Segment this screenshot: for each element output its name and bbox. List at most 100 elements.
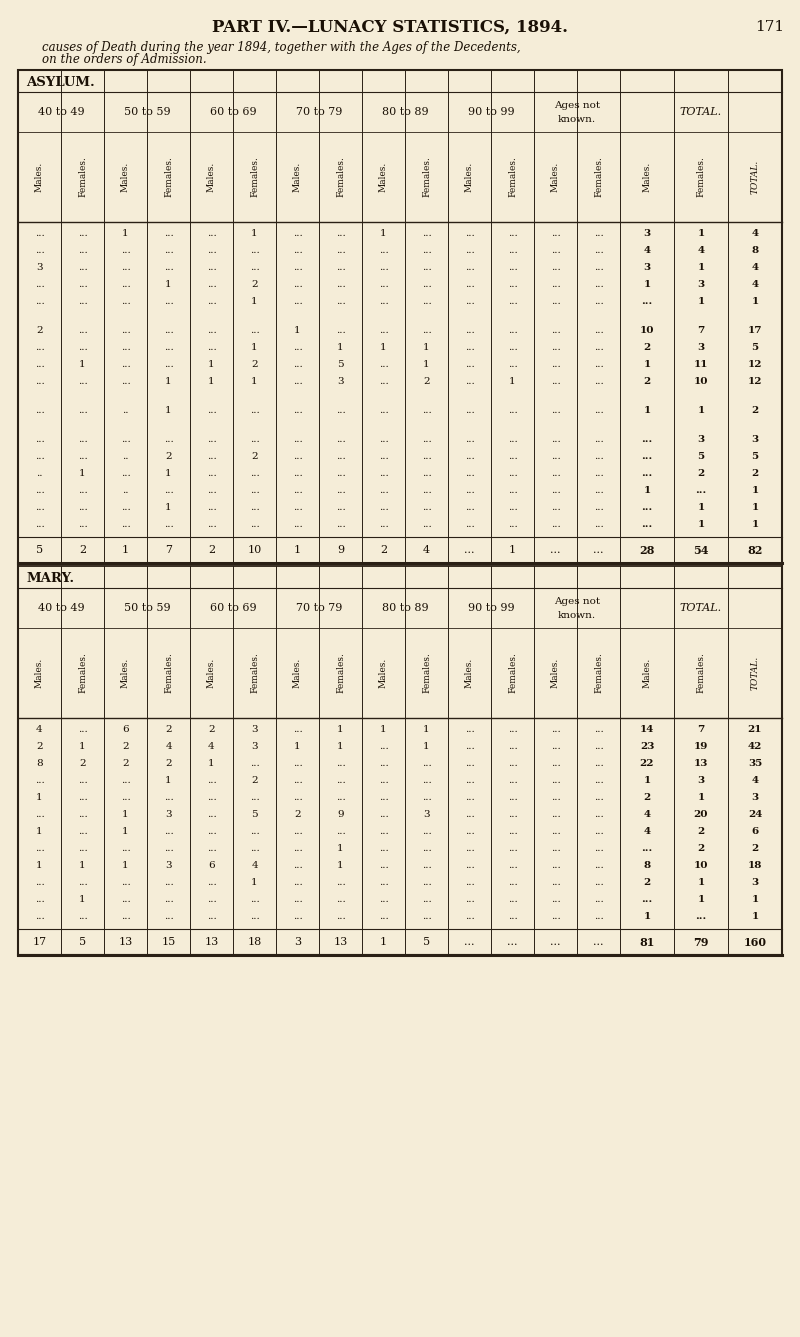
Text: 2: 2 bbox=[643, 793, 650, 802]
Text: ...: ... bbox=[378, 406, 388, 414]
Text: 15: 15 bbox=[162, 937, 176, 947]
Text: ...: ... bbox=[206, 793, 216, 802]
Text: ...: ... bbox=[78, 775, 87, 785]
Text: ...: ... bbox=[336, 793, 346, 802]
Text: 5: 5 bbox=[36, 545, 43, 555]
Text: 2: 2 bbox=[251, 360, 258, 369]
Text: ASYLUM.: ASYLUM. bbox=[26, 76, 94, 90]
Text: ...: ... bbox=[465, 406, 474, 414]
Text: 4: 4 bbox=[251, 861, 258, 870]
Text: ...: ... bbox=[293, 912, 302, 921]
Text: ...: ... bbox=[508, 725, 518, 734]
Text: 2: 2 bbox=[36, 326, 43, 336]
Text: ...: ... bbox=[34, 229, 44, 238]
Text: 1: 1 bbox=[698, 297, 705, 306]
Text: ...: ... bbox=[378, 279, 388, 289]
Text: Females.: Females. bbox=[697, 156, 706, 198]
Text: 20: 20 bbox=[694, 810, 708, 820]
Text: ...: ... bbox=[336, 297, 346, 306]
Text: ...: ... bbox=[422, 844, 431, 853]
Text: ...: ... bbox=[164, 229, 174, 238]
Text: 1: 1 bbox=[79, 742, 86, 751]
Text: ...: ... bbox=[206, 912, 216, 921]
Text: ...: ... bbox=[121, 912, 130, 921]
Text: 2: 2 bbox=[751, 844, 758, 853]
Text: ...: ... bbox=[78, 406, 87, 414]
Text: ...: ... bbox=[250, 894, 259, 904]
Text: ...: ... bbox=[250, 912, 259, 921]
Text: ...: ... bbox=[78, 229, 87, 238]
Text: ...: ... bbox=[34, 452, 44, 461]
Text: 1: 1 bbox=[208, 759, 215, 767]
Text: 4: 4 bbox=[751, 263, 758, 271]
Text: ...: ... bbox=[550, 377, 560, 386]
Text: 1: 1 bbox=[698, 229, 705, 238]
Text: ...: ... bbox=[422, 452, 431, 461]
Text: 1: 1 bbox=[294, 326, 301, 336]
Text: ...: ... bbox=[121, 894, 130, 904]
Text: 2: 2 bbox=[251, 452, 258, 461]
Text: 1: 1 bbox=[294, 545, 301, 555]
Text: ...: ... bbox=[164, 878, 174, 886]
Text: ...: ... bbox=[642, 894, 653, 904]
Text: ...: ... bbox=[508, 279, 518, 289]
Text: ...: ... bbox=[336, 775, 346, 785]
Text: ...: ... bbox=[34, 810, 44, 820]
Text: ...: ... bbox=[78, 487, 87, 495]
Text: ...: ... bbox=[508, 326, 518, 336]
Text: 1: 1 bbox=[423, 725, 430, 734]
Text: Males.: Males. bbox=[465, 658, 474, 689]
Text: 23: 23 bbox=[640, 742, 654, 751]
Text: ...: ... bbox=[34, 406, 44, 414]
Text: 1: 1 bbox=[698, 894, 705, 904]
Text: ...: ... bbox=[465, 894, 474, 904]
Text: ...: ... bbox=[336, 759, 346, 767]
Text: ...: ... bbox=[206, 435, 216, 444]
Text: ...: ... bbox=[422, 520, 431, 529]
Text: ...: ... bbox=[336, 229, 346, 238]
Text: ...: ... bbox=[206, 246, 216, 255]
Text: ...: ... bbox=[378, 469, 388, 479]
Text: ...: ... bbox=[34, 279, 44, 289]
Text: ...: ... bbox=[164, 263, 174, 271]
Text: Males.: Males. bbox=[551, 162, 560, 193]
Text: 1: 1 bbox=[751, 912, 758, 921]
Text: 81: 81 bbox=[639, 936, 654, 948]
Text: ...: ... bbox=[378, 912, 388, 921]
Text: ...: ... bbox=[336, 503, 346, 512]
Text: 3: 3 bbox=[698, 344, 705, 352]
Text: ...: ... bbox=[695, 912, 706, 921]
Text: 1: 1 bbox=[251, 229, 258, 238]
Text: ...: ... bbox=[164, 246, 174, 255]
Text: 2: 2 bbox=[643, 344, 650, 352]
Text: ...: ... bbox=[594, 246, 603, 255]
Text: 19: 19 bbox=[694, 742, 708, 751]
Text: ...: ... bbox=[250, 469, 259, 479]
Text: ...: ... bbox=[336, 326, 346, 336]
Text: 2: 2 bbox=[79, 759, 86, 767]
Text: ...: ... bbox=[594, 435, 603, 444]
Text: ...: ... bbox=[508, 344, 518, 352]
Text: ...: ... bbox=[378, 894, 388, 904]
Text: ...: ... bbox=[378, 246, 388, 255]
Text: Females.: Females. bbox=[250, 156, 259, 198]
Text: ...: ... bbox=[78, 246, 87, 255]
Text: 1: 1 bbox=[423, 344, 430, 352]
Text: ...: ... bbox=[508, 810, 518, 820]
Text: ...: ... bbox=[336, 469, 346, 479]
Text: ...: ... bbox=[594, 452, 603, 461]
Text: ...: ... bbox=[250, 326, 259, 336]
Text: ...: ... bbox=[378, 263, 388, 271]
Text: ...: ... bbox=[336, 828, 346, 836]
Text: ...: ... bbox=[642, 452, 653, 461]
Text: 1: 1 bbox=[423, 742, 430, 751]
Text: ...: ... bbox=[465, 844, 474, 853]
Text: 1: 1 bbox=[251, 297, 258, 306]
Text: 1: 1 bbox=[698, 263, 705, 271]
Text: ...: ... bbox=[594, 487, 603, 495]
Text: ...: ... bbox=[550, 545, 561, 555]
Text: 13: 13 bbox=[694, 759, 708, 767]
Text: ...: ... bbox=[34, 878, 44, 886]
Text: 5: 5 bbox=[698, 452, 705, 461]
Text: Males.: Males. bbox=[465, 162, 474, 193]
